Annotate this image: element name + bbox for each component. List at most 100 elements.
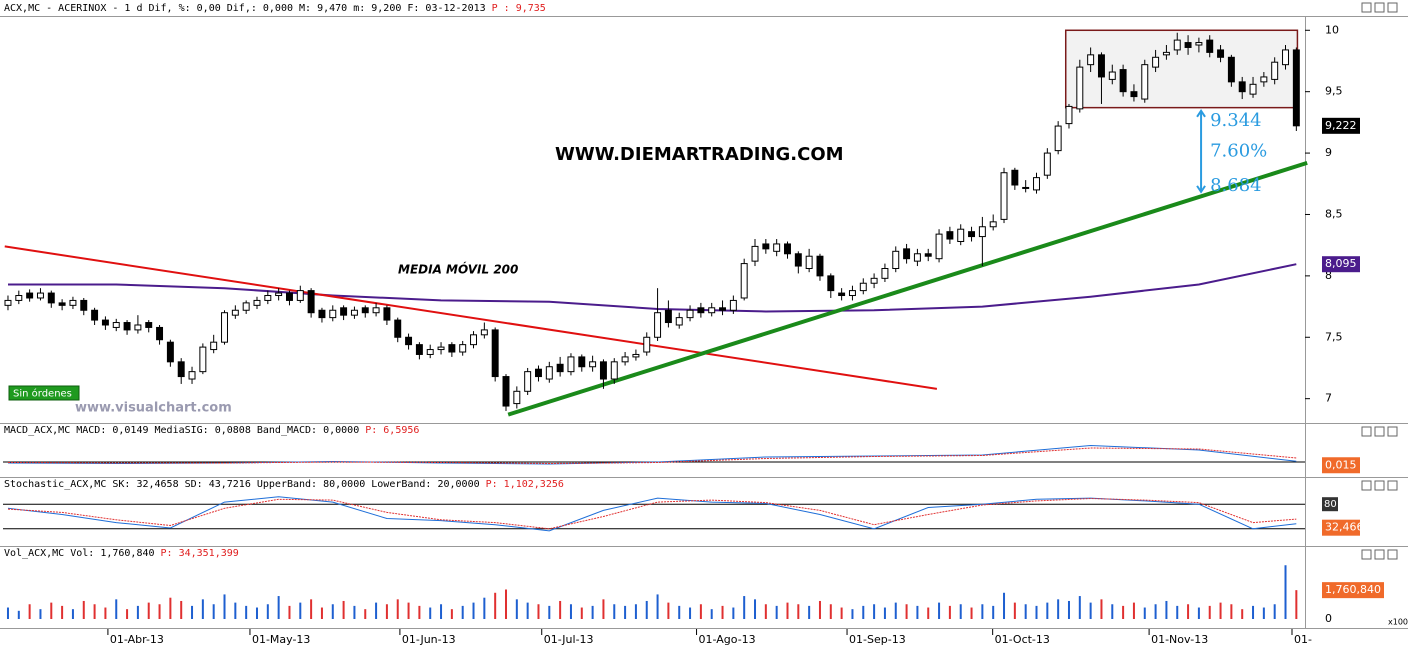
- button[interactable]: [1374, 2, 1385, 13]
- volume-bar: [212, 604, 215, 619]
- candle-body: [112, 322, 120, 328]
- button[interactable]: [1387, 2, 1398, 13]
- volume-bar: [916, 605, 919, 619]
- volume-bar: [494, 592, 497, 619]
- candle-body: [968, 231, 976, 238]
- volume-bar: [634, 604, 637, 619]
- candle-body: [242, 302, 250, 311]
- candle-body: [199, 346, 207, 373]
- volume-bar: [602, 599, 605, 619]
- candle-body: [448, 344, 456, 353]
- volume-bar: [1295, 590, 1298, 619]
- value-box: [1322, 582, 1384, 599]
- volume-bar: [396, 599, 399, 619]
- volume-bar: [440, 604, 443, 619]
- candle-body: [69, 299, 77, 306]
- candle-body: [1087, 54, 1095, 66]
- candle-body: [166, 341, 174, 363]
- candle-body: [632, 353, 640, 358]
- volume-bar: [1122, 605, 1125, 619]
- candle-body: [946, 231, 954, 240]
- volume-bar: [104, 607, 107, 619]
- candle-body: [231, 309, 239, 316]
- candle-body: [264, 295, 272, 301]
- candle-body: [470, 334, 477, 346]
- volume-bar: [818, 600, 821, 619]
- button[interactable]: [1361, 426, 1372, 437]
- button[interactable]: [1361, 2, 1372, 13]
- trendline: [507, 160, 1308, 417]
- value-label: 1,760,840: [1325, 583, 1381, 596]
- value-label: 0,015: [1325, 458, 1357, 471]
- volume-bar: [255, 607, 258, 619]
- button[interactable]: [1374, 549, 1385, 560]
- candle-body: [903, 248, 911, 260]
- volume-bar: [569, 604, 572, 619]
- volume-bar: [1230, 604, 1233, 619]
- candle-body: [253, 299, 261, 306]
- candle-body: [1130, 91, 1138, 98]
- panel-title: Vol_ACX,MC Vol: 1,760,840: [4, 548, 155, 559]
- value-label: 32,466: [1325, 521, 1364, 534]
- candle-body: [296, 290, 304, 301]
- candle-body: [567, 356, 575, 373]
- volume-bar: [927, 607, 930, 619]
- value-label: 8,095: [1325, 257, 1357, 270]
- button[interactable]: [1361, 549, 1372, 560]
- candle-body: [1162, 51, 1170, 56]
- volume-bar: [331, 604, 334, 619]
- volume-bar: [115, 599, 118, 619]
- volume-bar: [191, 605, 194, 619]
- y-tick-label: 7,5: [1325, 330, 1343, 343]
- volume-bar: [981, 604, 984, 619]
- candle-body: [1141, 64, 1149, 100]
- candle-body: [589, 361, 597, 368]
- candle-body: [1292, 49, 1300, 127]
- candle-body: [36, 292, 44, 299]
- volume-bar: [840, 607, 843, 619]
- volume-bar: [1057, 599, 1060, 619]
- candle-body: [405, 336, 413, 346]
- candle-body: [1195, 42, 1203, 46]
- volume-bar: [775, 605, 778, 619]
- volume-bar: [364, 609, 367, 619]
- volume-bar: [883, 607, 886, 619]
- candle-body: [394, 319, 402, 338]
- button[interactable]: [1387, 549, 1398, 560]
- button[interactable]: [1387, 480, 1398, 491]
- volume-bar: [483, 597, 486, 619]
- volume-bar: [829, 604, 832, 619]
- candle-body: [1097, 54, 1105, 78]
- candle-body: [664, 309, 672, 324]
- status-text[interactable]: Sin órdenes: [13, 388, 72, 400]
- status-badge[interactable]: [8, 385, 80, 401]
- volume-bar: [905, 604, 908, 619]
- volume-bar: [808, 605, 811, 619]
- volume-bar: [472, 602, 475, 619]
- candle-body: [989, 221, 997, 228]
- volume-bar: [743, 596, 746, 619]
- button[interactable]: [1387, 426, 1398, 437]
- volume-bar: [710, 609, 713, 619]
- button[interactable]: [1361, 480, 1372, 491]
- volume-bar: [418, 605, 421, 619]
- candle-body: [643, 336, 651, 353]
- candle-body: [437, 346, 445, 351]
- candle-body: [578, 356, 586, 368]
- volume-bar: [126, 609, 129, 619]
- candle-body: [848, 290, 856, 297]
- volume-bar: [526, 602, 529, 619]
- candle-body: [1011, 169, 1019, 186]
- volume-bar: [6, 607, 9, 619]
- button[interactable]: [1374, 480, 1385, 491]
- window-controls[interactable]: [1361, 2, 1398, 560]
- candle-body: [556, 363, 564, 373]
- volume-bar: [82, 600, 85, 619]
- volume-bar: [299, 602, 302, 619]
- volume-bar: [1154, 604, 1157, 619]
- volume-bar: [1143, 607, 1146, 619]
- volume-bar: [613, 604, 616, 619]
- button[interactable]: [1374, 426, 1385, 437]
- watermark: www.visualchart.com: [75, 401, 232, 416]
